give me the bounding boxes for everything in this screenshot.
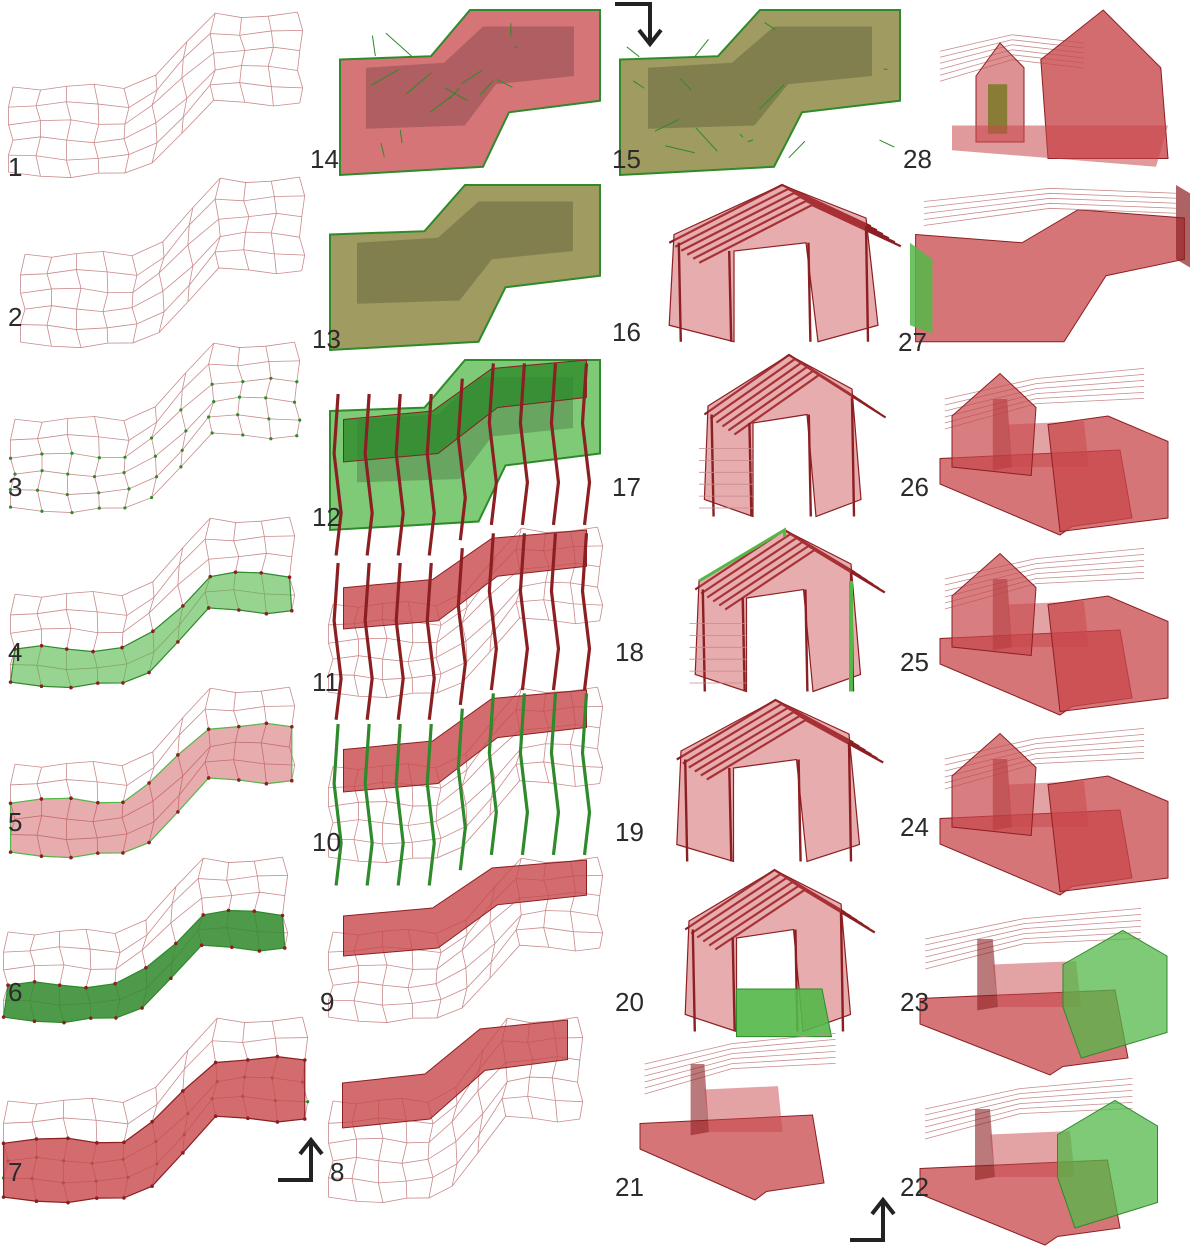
step-2-graphic (20, 176, 306, 348)
step-label-28: 28 (903, 144, 932, 174)
step-label-8: 8 (330, 1157, 345, 1187)
flow-arrow-up-right-icon (850, 1196, 896, 1242)
step-18-graphic (689, 527, 886, 693)
step-20-graphic (684, 868, 876, 1038)
step-label-15: 15 (612, 144, 641, 174)
step-14-graphic (339, 9, 601, 177)
step-3-graphic (8, 341, 302, 515)
step-1-graphic (8, 11, 304, 178)
step-17-graphic (699, 353, 887, 518)
step-15-graphic (619, 9, 901, 177)
step-9-graphic (328, 856, 604, 1023)
step-4-graphic (8, 516, 296, 690)
step-5-graphic (8, 686, 296, 860)
flow-arrow-down-icon (615, 2, 663, 48)
step-label-11: 11 (312, 667, 339, 697)
step-23-graphic (919, 908, 1168, 1076)
step-10-graphic (328, 686, 604, 886)
step-7-graphic (1, 1016, 310, 1205)
step-19-graphic (676, 698, 884, 863)
step-label-14: 14 (310, 144, 339, 174)
step-label-21: 21 (615, 1172, 644, 1202)
step-label-22: 22 (900, 1172, 929, 1202)
step-28-graphic (939, 9, 1169, 167)
step-24-graphic (939, 728, 1169, 896)
step-13-graphic (329, 184, 601, 352)
step-label-24: 24 (900, 812, 929, 842)
step-label-10: 10 (312, 827, 341, 857)
step-label-9: 9 (320, 987, 335, 1017)
step-6-graphic (1, 856, 289, 1025)
step-label-17: 17 (612, 472, 641, 502)
step-label-27: 27 (898, 327, 927, 357)
step-16-graphic (668, 183, 902, 343)
flow-arrow-up-left-icon (278, 1136, 324, 1182)
step-label-25: 25 (900, 647, 929, 677)
step-label-2: 2 (8, 302, 23, 332)
step-label-7: 7 (8, 1157, 23, 1187)
step-26-graphic (939, 368, 1169, 536)
step-label-19: 19 (615, 817, 644, 847)
step-label-3: 3 (8, 472, 23, 502)
step-label-16: 16 (612, 317, 641, 347)
step-label-18: 18 (615, 637, 644, 667)
step-label-6: 6 (8, 977, 23, 1007)
step-label-1: 1 (8, 152, 23, 182)
step-22-graphic (919, 1078, 1158, 1246)
step-8-graphic (328, 1016, 584, 1203)
step-12-graphic (329, 359, 601, 556)
step-label-12: 12 (312, 502, 341, 532)
step-label-23: 23 (900, 987, 929, 1017)
step-label-26: 26 (900, 472, 929, 502)
step-21-graphic (639, 1033, 836, 1201)
step-label-13: 13 (312, 324, 341, 354)
step-label-20: 20 (615, 987, 644, 1017)
step-25-graphic (939, 548, 1169, 716)
step-label-4: 4 (8, 637, 23, 667)
step-label-5: 5 (8, 807, 23, 837)
step-27-graphic (910, 185, 1190, 343)
step-11-graphic (328, 526, 604, 720)
